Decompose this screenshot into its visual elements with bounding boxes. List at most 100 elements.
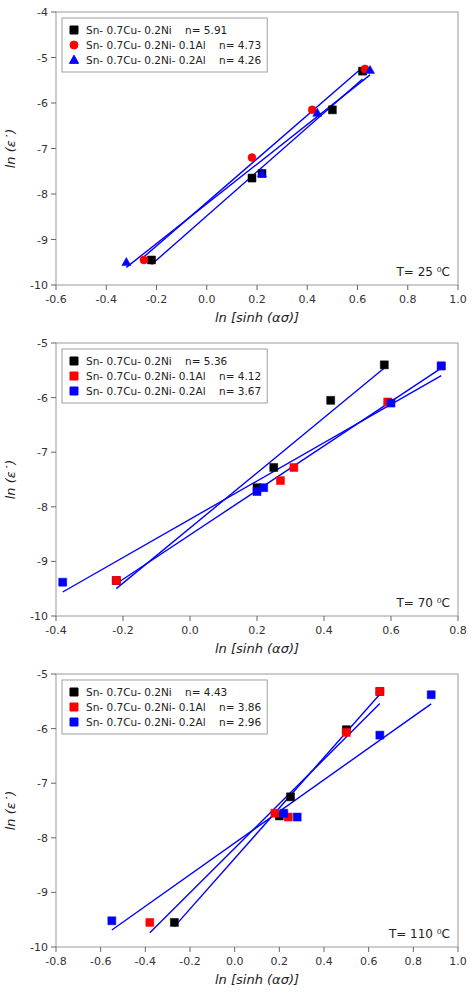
x-tick — [257, 285, 258, 290]
point — [293, 813, 301, 821]
point — [271, 809, 279, 817]
point — [270, 463, 278, 471]
x-tick — [56, 947, 57, 952]
y-tick — [51, 12, 56, 13]
x-tick — [458, 285, 459, 290]
x-tick — [357, 285, 358, 290]
point — [257, 169, 266, 177]
x-tick — [100, 947, 101, 952]
fit-line — [63, 376, 442, 592]
legend-marker — [70, 372, 78, 380]
y-tick-label: -9 — [37, 555, 48, 568]
x-tick-label: -0.6 — [90, 955, 111, 968]
y-tick — [51, 616, 56, 617]
legend-marker — [70, 26, 78, 34]
x-tick-label: 0.4 — [315, 955, 333, 968]
legend: Sn- 0.7Cu- 0.2Ni n= 5.91Sn- 0.7Cu- 0.2Ni… — [62, 18, 267, 72]
x-tick-label: 0.0 — [226, 955, 244, 968]
legend-entry: Sn- 0.7Cu- 0.2Ni- 0.1Al n= 4.73 — [86, 39, 261, 51]
y-tick-label: -10 — [30, 610, 48, 623]
y-tick — [51, 947, 56, 948]
plot-frame — [56, 343, 458, 616]
point — [122, 257, 131, 265]
x-tick-label: 0.0 — [181, 624, 199, 637]
y-tick — [51, 397, 56, 398]
x-tick — [413, 947, 414, 952]
x-tick-label: 0.6 — [382, 624, 400, 637]
legend-entry: Sn- 0.7Cu- 0.2Ni- 0.2Al n= 3.67 — [86, 385, 261, 397]
point — [366, 65, 375, 73]
point — [59, 578, 67, 586]
y-tick — [51, 285, 56, 286]
y-tick — [51, 506, 56, 507]
y-tick-label: -5 — [37, 52, 48, 65]
legend-marker — [69, 55, 78, 63]
plot-area — [122, 65, 375, 268]
x-tick — [145, 947, 146, 952]
point — [290, 463, 298, 471]
plot-frame — [56, 674, 458, 947]
y-tick — [51, 239, 56, 240]
point — [170, 918, 178, 926]
y-tick — [51, 783, 56, 784]
y-axis-label: ln (ε˙) — [3, 791, 18, 831]
legend-marker — [70, 688, 78, 696]
point — [108, 917, 116, 925]
y-tick — [51, 148, 56, 149]
point — [112, 577, 120, 585]
annotation: T= 25 ⁰C — [396, 265, 450, 279]
x-tick-label: 1.0 — [449, 955, 467, 968]
x-tick-label: 1.0 — [449, 293, 467, 306]
y-tick — [51, 728, 56, 729]
point — [427, 691, 435, 699]
legend-marker — [70, 703, 78, 711]
y-tick — [51, 343, 56, 344]
plot-area — [59, 361, 446, 592]
x-tick — [307, 285, 308, 290]
y-tick — [51, 561, 56, 562]
legend-entry: Sn- 0.7Cu- 0.2Ni- 0.1Al n= 4.12 — [86, 370, 261, 382]
x-tick-label: -0.6 — [45, 293, 66, 306]
x-axis-label: ln [sinh (ασ)] — [215, 972, 299, 987]
x-tick-label: -0.8 — [45, 955, 66, 968]
x-tick-label: -0.2 — [179, 955, 200, 968]
y-tick-label: -8 — [37, 188, 48, 201]
legend-entry: Sn- 0.7Cu- 0.2Ni- 0.2Al n= 4.26 — [86, 54, 261, 66]
legend: Sn- 0.7Cu- 0.2Ni n= 4.43Sn- 0.7Cu- 0.2Ni… — [62, 680, 267, 734]
x-tick — [156, 285, 157, 290]
x-tick-label: 0.8 — [399, 293, 417, 306]
x-tick — [106, 285, 107, 290]
annotation: T= 70 ⁰C — [396, 596, 450, 610]
point — [276, 477, 284, 485]
y-tick — [51, 892, 56, 893]
point — [248, 174, 256, 182]
point — [327, 396, 335, 404]
x-tick — [458, 616, 459, 621]
y-tick-label: -9 — [37, 886, 48, 899]
point — [342, 728, 350, 736]
y-tick — [51, 452, 56, 453]
plot-frame — [56, 12, 458, 285]
x-tick-label: 0.4 — [299, 293, 317, 306]
x-tick — [206, 285, 207, 290]
point — [260, 484, 268, 492]
x-tick-label: 0.2 — [248, 293, 266, 306]
x-tick-label: -0.4 — [96, 293, 117, 306]
fit-line — [112, 704, 431, 930]
y-tick-label: -4 — [37, 6, 48, 19]
y-tick-label: -9 — [37, 234, 48, 247]
x-tick-label: 0.6 — [360, 955, 378, 968]
point — [112, 577, 120, 585]
x-tick-label: 0.0 — [198, 293, 216, 306]
x-tick-label: 0.8 — [449, 624, 467, 637]
x-axis-label: ln [sinh (ασ)] — [215, 641, 299, 656]
x-tick — [56, 616, 57, 621]
x-tick — [257, 616, 258, 621]
point — [287, 793, 295, 801]
point — [258, 170, 266, 178]
x-tick — [324, 616, 325, 621]
fit-line — [150, 704, 380, 933]
y-tick-label: -8 — [37, 832, 48, 845]
point — [147, 256, 155, 264]
x-tick-label: -0.2 — [146, 293, 167, 306]
